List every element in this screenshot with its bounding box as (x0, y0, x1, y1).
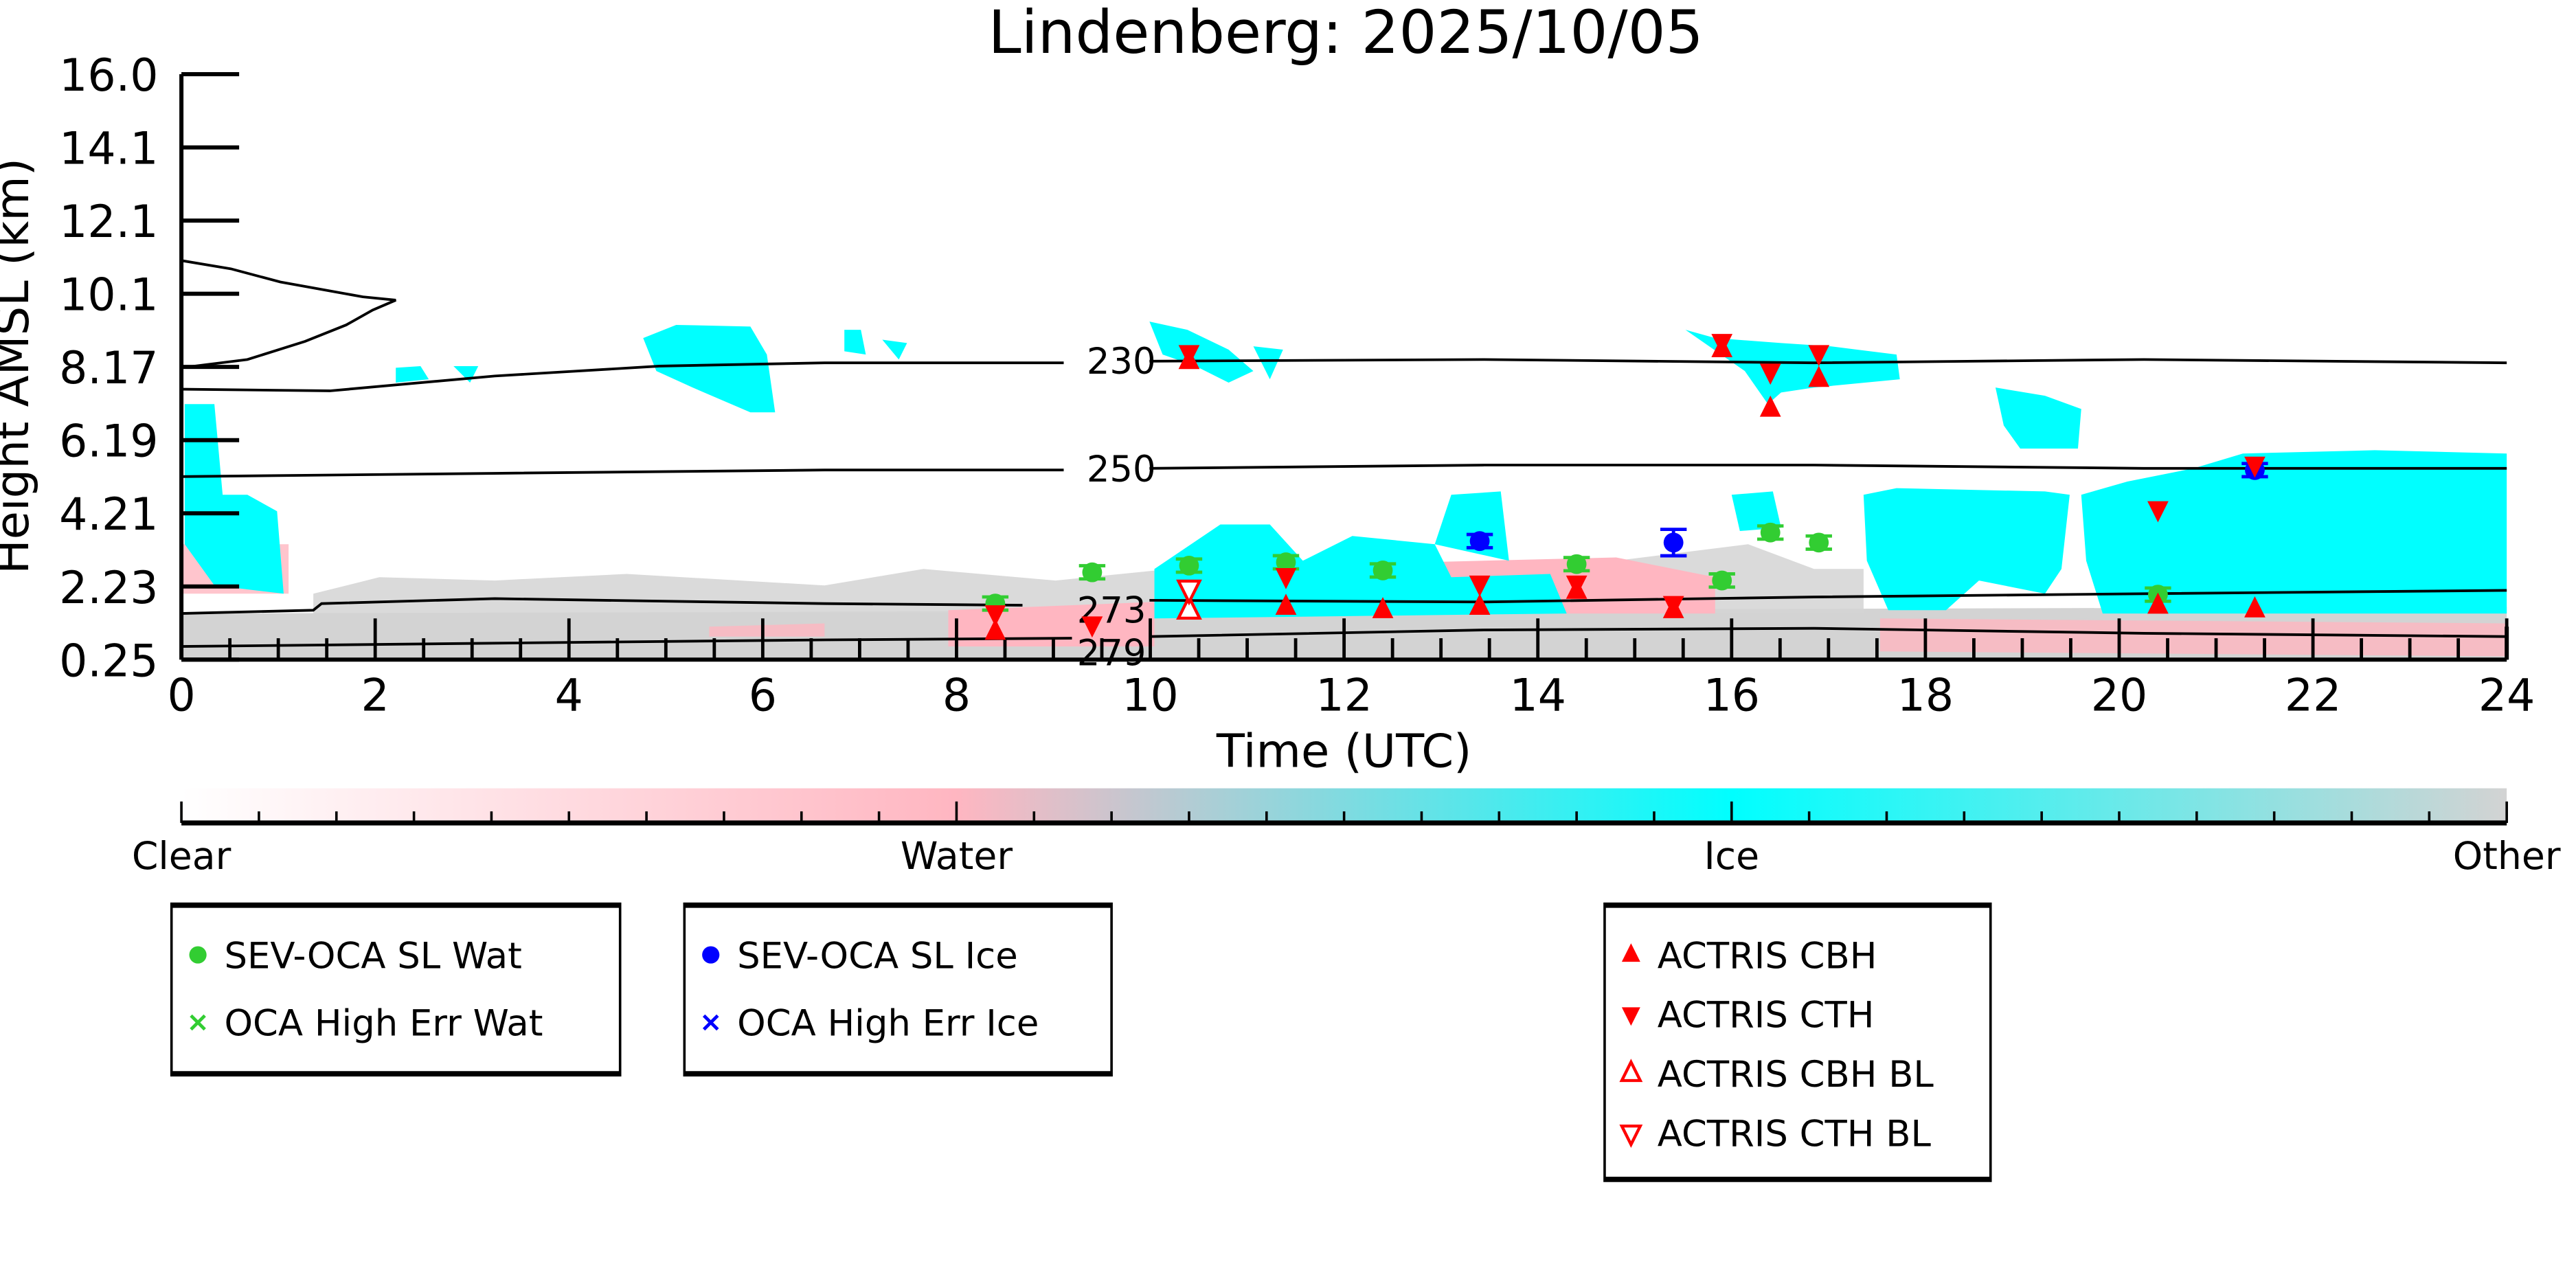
marker-actris-cbh (1759, 395, 1781, 417)
marker-sev-oca-sl-wat (1712, 570, 1732, 591)
marker-actris-cbh (1469, 594, 1491, 615)
x-tick-label: 14 (1509, 670, 1566, 722)
x-tick-label: 20 (2091, 670, 2147, 722)
y-tick-label: 8.17 (59, 343, 158, 394)
contour-label-230: 230 (1087, 341, 1156, 383)
legend-triangle-up-icon (1621, 943, 1640, 962)
marker-actris-cbh (1372, 597, 1394, 618)
x-tick-label: 2 (361, 670, 389, 722)
legend-box-2: SEV-OCA SL Ice OCA High Err Ice (683, 902, 1113, 1077)
x-tick-label: 24 (2478, 670, 2535, 722)
contour-230 (181, 358, 2507, 392)
colorbar-ticks: Clear Water Ice Other (132, 801, 2561, 879)
x-tick-label: 10 (1122, 670, 1178, 722)
marker-actris-cbh (2147, 592, 2169, 614)
contour-label-279: 279 (1077, 633, 1146, 675)
legend-x-icon (702, 1014, 719, 1031)
profile-curve (181, 259, 396, 370)
marker-actris-cth (1081, 616, 1103, 638)
marker-actris-cbh (984, 618, 1006, 640)
marker-sev-oca-sl-wat (1276, 552, 1296, 572)
legend-box-1: SEV-OCA SL Wat OCA High Err Wat (170, 902, 622, 1077)
legend-x-icon (190, 1014, 206, 1031)
legend-entry: OCA High Err Wat (225, 1003, 543, 1045)
marker-actris-cbh (1275, 594, 1297, 615)
colorbar-label-water: Water (901, 835, 1013, 879)
marker-actris-cth (1275, 568, 1297, 589)
y-tick-label: 12.1 (59, 196, 158, 248)
chart-title: Lindenberg: 2025/10/05 (988, 0, 1703, 67)
contour-label-250: 250 (1087, 449, 1156, 490)
marker-sev-oca-sl-ice (1469, 531, 1490, 552)
legend-box-3: ACTRIS CBH ACTRIS CTH ACTRIS CBH BL ACTRIS … (1603, 902, 1992, 1182)
legend-entry: SEV-OCA SL Wat (225, 935, 522, 977)
y-tick-label: 10.1 (59, 270, 158, 321)
colorbar-label-ice: Ice (1704, 835, 1760, 879)
contour-250 (181, 464, 2507, 478)
legend-entry: ACTRIS CBH (1658, 935, 1877, 977)
contour-273 (181, 589, 2507, 615)
legend-circle-icon (702, 946, 720, 964)
legend-entry: OCA High Err Ice (737, 1003, 1039, 1045)
marker-actris-cth-bl (1176, 579, 1202, 606)
legend-entry: ACTRIS CTH BL (1658, 1114, 1932, 1155)
x-tick-label: 4 (555, 670, 583, 722)
x-tick-label: 0 (167, 670, 195, 722)
y-tick-label: 16.0 (59, 50, 158, 102)
contour-279 (181, 626, 2507, 648)
legend-circle-icon (189, 946, 207, 964)
legend-triangle-up-open-icon (1619, 1059, 1643, 1083)
x-tick-label: 12 (1315, 670, 1372, 722)
x-tick-label: 6 (749, 670, 777, 722)
marker-actris-cth (1178, 345, 1200, 367)
legend-entry: SEV-OCA SL Ice (737, 935, 1018, 977)
legend-entry: ACTRIS CBH BL (1658, 1054, 1934, 1096)
marker-sev-oca-sl-wat (1760, 522, 1781, 543)
marker-actris-cth (1566, 575, 1588, 597)
legend-entry: ACTRIS CTH (1658, 995, 1875, 1037)
marker-sev-oca-sl-wat (1566, 554, 1587, 574)
colorbar-label-other: Other (2453, 835, 2561, 879)
marker-actris-cth (1662, 596, 1684, 618)
y-tick-label: 2.23 (59, 563, 158, 614)
y-axis-title: Height AMSL (km) (0, 158, 39, 574)
legend-frame (683, 902, 1113, 1077)
marker-actris-cth (2244, 456, 2266, 478)
marker-actris-cbh (2244, 596, 2266, 618)
marker-actris-cbh (1808, 365, 1830, 387)
marker-actris-cbh-bl (1176, 594, 1202, 620)
contour-lines (181, 259, 2507, 648)
x-tick-label: 8 (942, 670, 971, 722)
x-tick-label: 22 (2285, 670, 2341, 722)
marker-actris-cth (984, 605, 1006, 626)
marker-sev-oca-sl-wat (1809, 532, 1829, 553)
marker-actris-cth (1711, 334, 1733, 355)
y-tick-label: 6.19 (59, 416, 158, 468)
x-tick-label: 18 (1897, 670, 1954, 722)
data-markers (982, 334, 2268, 640)
y-tick-label: 14.1 (59, 124, 158, 175)
marker-sev-oca-sl-ice (1663, 532, 1684, 553)
axis-ticks: 0 2 4 6 8 10 12 14 16 18 20 22 240.252.234.216.198.1… (59, 50, 2535, 722)
colorbar-label-clear: Clear (132, 835, 231, 879)
y-tick-label: 0.25 (59, 635, 158, 687)
marker-actris-cth (2147, 501, 2169, 523)
marker-actris-cth (1759, 363, 1781, 385)
y-tick-label: 4.21 (59, 489, 158, 541)
legend-triangle-down-icon (1621, 1007, 1640, 1026)
legend-frame (170, 902, 622, 1077)
marker-sev-oca-sl-wat (1179, 555, 1199, 576)
x-axis-title: Time (UTC) (1216, 724, 1472, 778)
marker-sev-oca-sl-wat (1372, 561, 1393, 580)
legend-triangle-down-open-icon (1619, 1125, 1643, 1148)
x-tick-label: 16 (1704, 670, 1760, 722)
legend-frame (1603, 902, 1992, 1182)
marker-sev-oca-sl-wat (1082, 562, 1103, 583)
marker-actris-cth (1469, 575, 1491, 597)
marker-actris-cth (1808, 345, 1830, 367)
